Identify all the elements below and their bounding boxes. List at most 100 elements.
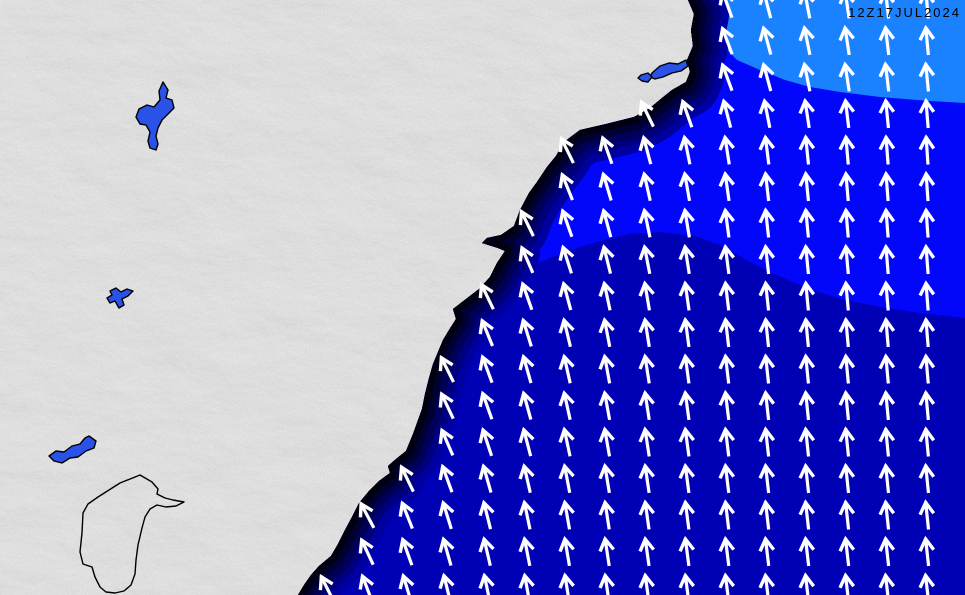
wave-direction-arrow	[558, 499, 575, 530]
region-boundary-outline	[79, 474, 185, 594]
wave-direction-arrow	[798, 353, 816, 384]
wave-direction-arrow	[838, 462, 856, 494]
wave-direction-arrow	[918, 0, 936, 19]
wave-direction-arrow	[678, 389, 696, 421]
wave-direction-arrow	[838, 572, 856, 595]
wave-direction-arrow	[678, 353, 696, 384]
wave-direction-arrow	[398, 536, 415, 566]
wave-direction-arrow	[918, 97, 936, 129]
wave-direction-arrow	[798, 61, 815, 92]
wave-direction-arrow	[558, 462, 575, 494]
wave-direction-arrow	[638, 499, 655, 530]
wave-direction-arrow	[678, 572, 696, 595]
wave-direction-arrow	[558, 390, 575, 421]
wave-direction-arrow	[838, 170, 856, 202]
wave-direction-arrow	[638, 535, 655, 567]
wave-direction-arrow	[438, 572, 455, 595]
wave-direction-arrow	[838, 61, 855, 92]
wave-direction-arrow	[518, 463, 535, 494]
wave-direction-arrow	[878, 0, 896, 19]
wave-direction-arrow	[638, 426, 655, 457]
wave-direction-arrow	[798, 134, 816, 165]
lake	[48, 435, 97, 464]
wave-direction-arrow	[918, 170, 936, 202]
lakes-layer	[48, 59, 689, 464]
wave-direction-arrow	[798, 170, 816, 202]
wave-direction-arrow	[638, 462, 655, 494]
wave-direction-arrow	[718, 389, 736, 421]
wave-direction-arrow	[718, 499, 736, 530]
wave-direction-arrow	[518, 208, 535, 237]
wave-direction-arrow	[838, 389, 856, 421]
wave-direction-arrow	[718, 98, 735, 129]
wave-direction-arrow	[598, 572, 615, 595]
wave-direction-arrow	[918, 389, 936, 421]
wave-direction-arrow	[798, 97, 815, 129]
wave-direction-arrow	[478, 499, 495, 530]
wave-direction-arrow	[398, 572, 415, 595]
wave-direction-arrow	[798, 572, 816, 595]
coastal-depth-gradient	[298, 0, 729, 595]
wave-direction-arrow	[838, 499, 856, 530]
wave-direction-arrow	[758, 0, 775, 19]
wave-direction-arrow	[598, 207, 615, 238]
wave-direction-arrow	[438, 499, 455, 530]
wave-direction-arrow	[478, 572, 495, 595]
wave-direction-arrow	[798, 0, 815, 19]
wave-direction-arrow	[638, 353, 655, 384]
wave-direction-arrow	[518, 281, 535, 311]
wave-direction-arrow	[918, 462, 936, 494]
wave-direction-arrow	[638, 207, 655, 238]
wave-direction-arrow	[678, 280, 695, 311]
wave-direction-arrow	[878, 462, 896, 494]
wave-direction-arrow	[598, 535, 615, 567]
wave-direction-arrow	[758, 353, 776, 384]
wave-direction-arrow	[518, 535, 535, 567]
wave-direction-arrow	[718, 243, 736, 275]
wave-direction-arrow	[878, 426, 896, 457]
wave-direction-arrow	[758, 97, 775, 129]
wave-direction-arrow	[878, 499, 896, 530]
wave-direction-arrow	[518, 426, 535, 457]
wave-direction-arrow	[478, 536, 495, 567]
wave-direction-arrow	[918, 24, 936, 56]
wave-direction-arrow	[918, 572, 936, 595]
wave-direction-arrow	[678, 499, 696, 530]
wave-direction-arrow	[878, 280, 896, 311]
wave-direction-arrow	[838, 207, 856, 238]
wave-direction-arrow	[878, 97, 896, 129]
wave-direction-arrow	[758, 207, 776, 238]
wave-direction-arrow	[678, 535, 696, 567]
wave-direction-arrow	[598, 280, 615, 311]
wave-direction-arrow	[878, 389, 896, 421]
wave-direction-arrow	[438, 391, 455, 420]
wave-direction-arrow	[638, 134, 655, 165]
wave-direction-arrow	[438, 354, 455, 383]
wave-direction-arrow	[918, 535, 936, 567]
wave-direction-arrow	[558, 317, 575, 348]
wave-direction-arrow	[718, 535, 736, 567]
wave-direction-arrow	[758, 25, 775, 56]
wave-direction-arrow	[758, 316, 776, 348]
lake	[106, 287, 134, 309]
wave-direction-arrow	[918, 316, 936, 348]
wave-direction-arrow	[598, 244, 615, 275]
wave-direction-arrow	[638, 316, 655, 348]
wave-direction-arrow	[598, 499, 615, 530]
wave-direction-arrow	[798, 499, 816, 530]
wave-zone-mid	[482, 0, 965, 318]
wave-direction-arrow	[318, 573, 336, 595]
wave-direction-arrow	[838, 535, 856, 567]
wave-direction-arrow	[558, 171, 575, 201]
wave-direction-arrow	[598, 135, 615, 165]
wave-direction-arrow	[838, 353, 856, 384]
wave-direction-arrow	[678, 462, 696, 494]
wave-direction-arrow	[758, 61, 775, 92]
wave-direction-arrow	[478, 463, 495, 493]
wave-direction-arrow	[718, 62, 735, 92]
wave-direction-arrow	[798, 207, 816, 238]
wave-direction-arrow	[758, 389, 776, 421]
wave-direction-arrow	[878, 24, 896, 56]
